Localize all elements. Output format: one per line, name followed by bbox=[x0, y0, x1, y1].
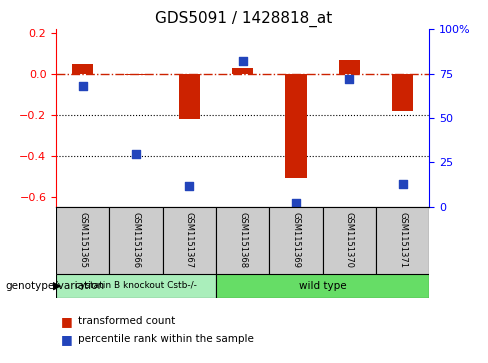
Bar bbox=[269, 207, 323, 274]
Bar bbox=[392, 74, 413, 111]
Text: GSM1151367: GSM1151367 bbox=[185, 212, 194, 269]
Bar bbox=[323, 207, 376, 274]
Text: GSM1151366: GSM1151366 bbox=[132, 212, 141, 269]
Text: cystatin B knockout Cstb-/-: cystatin B knockout Cstb-/- bbox=[75, 281, 197, 290]
Bar bbox=[163, 207, 216, 274]
Bar bbox=[109, 207, 163, 274]
Bar bbox=[56, 274, 216, 298]
Text: GSM1151369: GSM1151369 bbox=[292, 212, 301, 269]
Text: GDS5091 / 1428818_at: GDS5091 / 1428818_at bbox=[155, 11, 333, 27]
Text: percentile rank within the sample: percentile rank within the sample bbox=[78, 334, 254, 344]
Bar bbox=[285, 74, 307, 178]
Bar bbox=[376, 207, 429, 274]
Point bbox=[185, 183, 193, 188]
Bar bbox=[125, 74, 147, 75]
Point bbox=[79, 83, 87, 89]
Text: ■: ■ bbox=[61, 333, 73, 346]
Bar bbox=[179, 74, 200, 119]
Bar bbox=[216, 207, 269, 274]
Point bbox=[399, 181, 407, 187]
Point bbox=[346, 76, 353, 82]
Bar bbox=[72, 64, 94, 74]
Text: GSM1151365: GSM1151365 bbox=[78, 212, 87, 269]
Bar bbox=[339, 60, 360, 74]
Text: wild type: wild type bbox=[299, 281, 346, 291]
Text: transformed count: transformed count bbox=[78, 316, 175, 326]
Bar bbox=[232, 68, 253, 74]
Point bbox=[239, 58, 246, 64]
Bar bbox=[216, 274, 429, 298]
Text: genotype/variation: genotype/variation bbox=[5, 281, 104, 291]
Point bbox=[132, 151, 140, 156]
Text: GSM1151370: GSM1151370 bbox=[345, 212, 354, 269]
Text: GSM1151368: GSM1151368 bbox=[238, 212, 247, 269]
Text: ▶: ▶ bbox=[53, 281, 61, 291]
Text: GSM1151371: GSM1151371 bbox=[398, 212, 407, 269]
Point bbox=[292, 200, 300, 206]
Text: ■: ■ bbox=[61, 315, 73, 328]
Bar bbox=[56, 207, 109, 274]
